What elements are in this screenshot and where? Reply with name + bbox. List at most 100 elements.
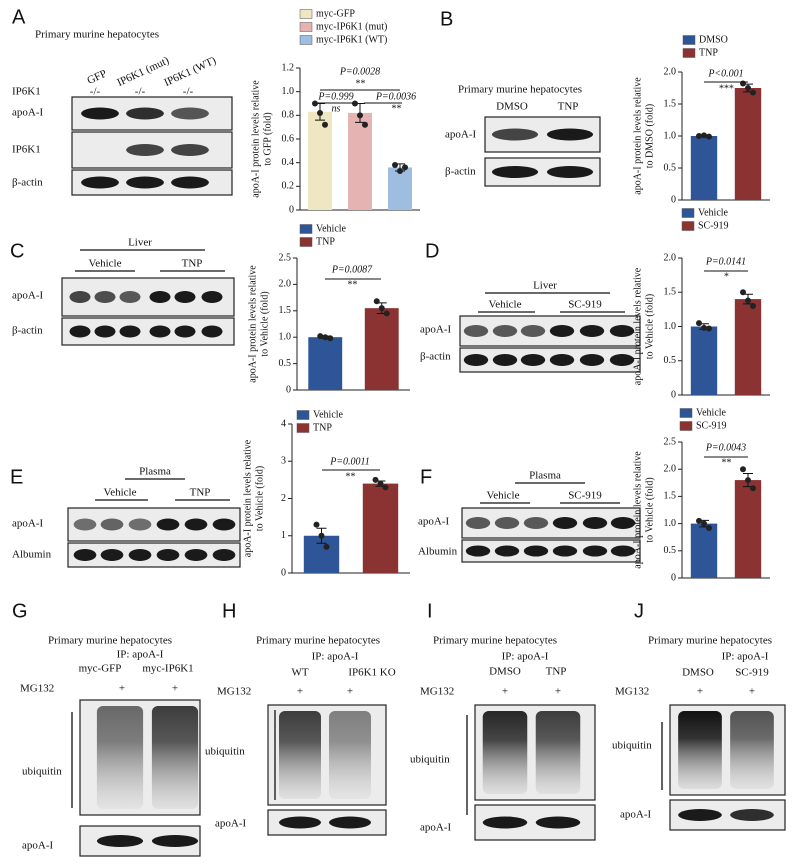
y-tick-label: 2.0 <box>664 252 677 263</box>
band <box>730 809 774 821</box>
annotation: ns <box>332 103 341 114</box>
band <box>520 325 546 337</box>
y-tick-label: 1.0 <box>282 86 295 97</box>
blot-label: DMSO <box>496 101 528 113</box>
data-point <box>357 112 363 119</box>
y-tick-label: 0.5 <box>664 162 677 173</box>
blot-label: DMSO <box>682 667 714 679</box>
blot-label: Albumin <box>418 546 458 558</box>
band <box>201 325 223 338</box>
data-point <box>372 476 379 483</box>
y-axis-label: to DMSO (fold) <box>644 104 655 168</box>
legend-label: TNP <box>699 47 718 58</box>
bar <box>308 337 343 390</box>
y-axis-label: apoA-I protein levels relative <box>632 451 643 569</box>
panel-letter: G <box>12 600 28 622</box>
blot-label: Vehicle <box>489 299 522 311</box>
ubiquitin-smear <box>329 711 371 799</box>
band <box>174 291 196 303</box>
panel-letter: E <box>10 466 23 488</box>
y-tick-label: 0.6 <box>282 133 295 144</box>
data-point <box>706 133 712 140</box>
panel-letter: A <box>12 6 26 28</box>
data-point <box>701 520 707 527</box>
blot-label: -/- <box>90 86 101 98</box>
data-point <box>373 298 380 305</box>
y-tick-label: 0 <box>671 194 676 205</box>
band <box>94 325 116 338</box>
y-tick-label: 0.5 <box>279 358 292 369</box>
panel-letter: B <box>440 8 453 30</box>
band <box>171 107 209 120</box>
panel-letter: C <box>10 240 24 262</box>
y-tick-label: 2.0 <box>664 463 677 474</box>
y-tick-label: 1.5 <box>279 305 292 316</box>
band <box>549 354 575 366</box>
band <box>212 518 236 531</box>
blot-label: IP6K1 KO <box>348 667 395 679</box>
blot-strip <box>67 542 241 568</box>
y-tick-label: 1.0 <box>664 321 677 332</box>
blot-label: MG132 <box>615 686 649 698</box>
ubiquitin-smear <box>96 706 144 809</box>
blot-label: + <box>297 686 303 698</box>
legend-swatch <box>299 22 313 32</box>
y-axis-label: apoA-I protein levels relative <box>250 80 261 198</box>
band <box>184 518 208 531</box>
band <box>156 518 180 531</box>
data-point <box>362 121 368 128</box>
blot-label: MG132 <box>420 686 454 698</box>
ubiquitin-smear <box>730 711 774 789</box>
blot-label: IP6K1 <box>12 86 41 98</box>
y-tick-label: 2 <box>281 493 286 504</box>
y-axis-label: to Vehicle (fold) <box>644 477 655 542</box>
blot-label: Primary murine hepatocytes <box>35 29 159 41</box>
data-point <box>317 109 323 116</box>
bar <box>690 136 718 200</box>
data-point <box>696 517 702 524</box>
band <box>494 517 520 529</box>
ubiquitin-smear <box>279 711 321 799</box>
band <box>678 809 722 821</box>
y-tick-label: 1.0 <box>664 518 677 529</box>
y-tick-label: 4 <box>281 418 286 429</box>
legend-label: Vehicle <box>316 223 347 234</box>
blot-label: + <box>555 686 561 698</box>
blot-label: -/- <box>135 86 146 98</box>
blot-label: Liver <box>533 280 557 292</box>
band <box>100 518 124 531</box>
band <box>151 835 199 847</box>
data-point <box>750 485 756 492</box>
band <box>128 549 152 561</box>
y-tick-label: 0.4 <box>282 157 295 168</box>
y-tick-label: 0 <box>289 204 294 215</box>
y-tick-label: 0 <box>671 572 676 583</box>
legend-label: myc-IP6K1 (mut) <box>316 21 387 32</box>
annotation: P=0.999 <box>317 91 353 102</box>
annotation: *** <box>719 83 734 94</box>
panel-letter: F <box>420 466 432 488</box>
y-axis-label: to Vehicle (fold) <box>644 294 655 359</box>
band <box>184 549 208 561</box>
annotation: ** <box>345 471 355 482</box>
blot-label: + <box>697 686 703 698</box>
blot-label: apoA-I <box>445 129 476 141</box>
blot-label: MG132 <box>217 686 251 698</box>
data-point <box>312 100 318 107</box>
band <box>465 545 491 557</box>
legend-swatch <box>679 408 693 418</box>
band <box>279 816 321 829</box>
blot-label: IP: apoA-I <box>312 651 359 663</box>
annotation: P<0.001 <box>707 68 743 79</box>
blot-label: β-actin <box>12 177 43 189</box>
panel-letter: D <box>425 240 439 262</box>
blot-strip <box>461 539 641 563</box>
blot-strip <box>461 507 641 539</box>
legend-label: Vehicle <box>696 407 727 418</box>
band <box>100 549 124 561</box>
blot-label: ubiquitin <box>410 754 450 766</box>
band <box>463 354 489 366</box>
blot-label: IP: apoA-I <box>722 651 769 663</box>
band <box>149 291 171 303</box>
